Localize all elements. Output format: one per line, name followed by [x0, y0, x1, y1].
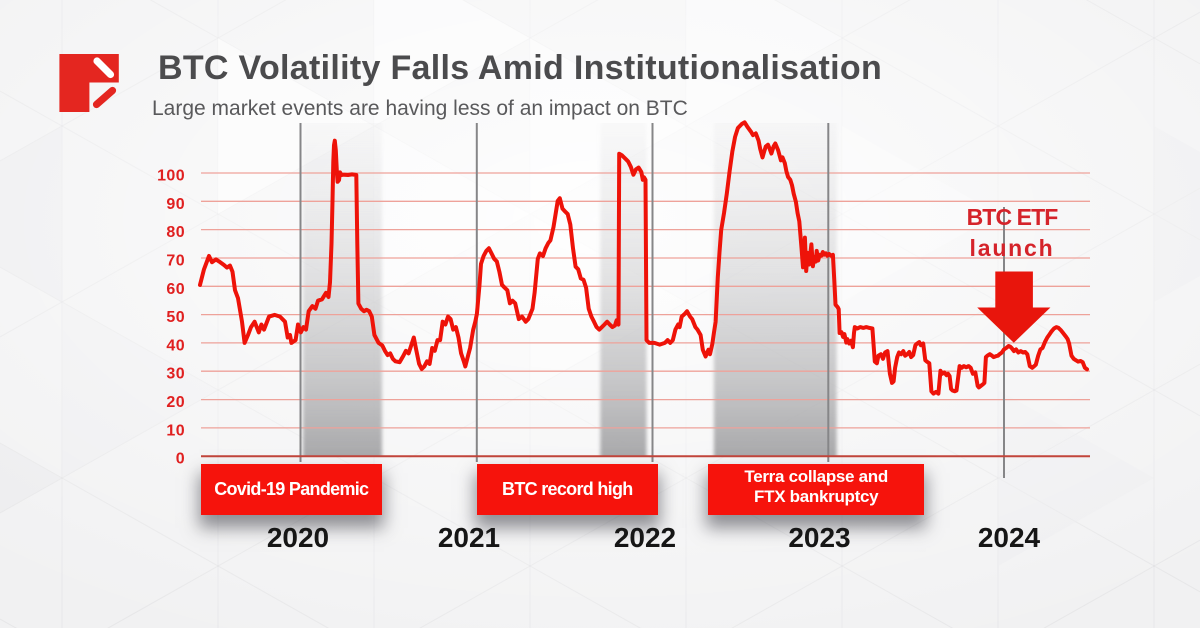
- svg-text:BTC ETF: BTC ETF: [967, 204, 1059, 230]
- svg-text:70: 70: [166, 253, 185, 270]
- svg-text:100: 100: [157, 168, 185, 185]
- svg-text:40: 40: [166, 337, 185, 354]
- svg-text:80: 80: [166, 224, 185, 241]
- svg-text:90: 90: [166, 196, 185, 213]
- svg-text:50: 50: [166, 309, 185, 326]
- svg-text:launch: launch: [970, 235, 1055, 261]
- svg-text:60: 60: [166, 281, 185, 298]
- svg-text:0: 0: [176, 451, 185, 468]
- svg-text:30: 30: [166, 366, 185, 383]
- svg-text:20: 20: [166, 394, 185, 411]
- svg-text:10: 10: [166, 422, 185, 439]
